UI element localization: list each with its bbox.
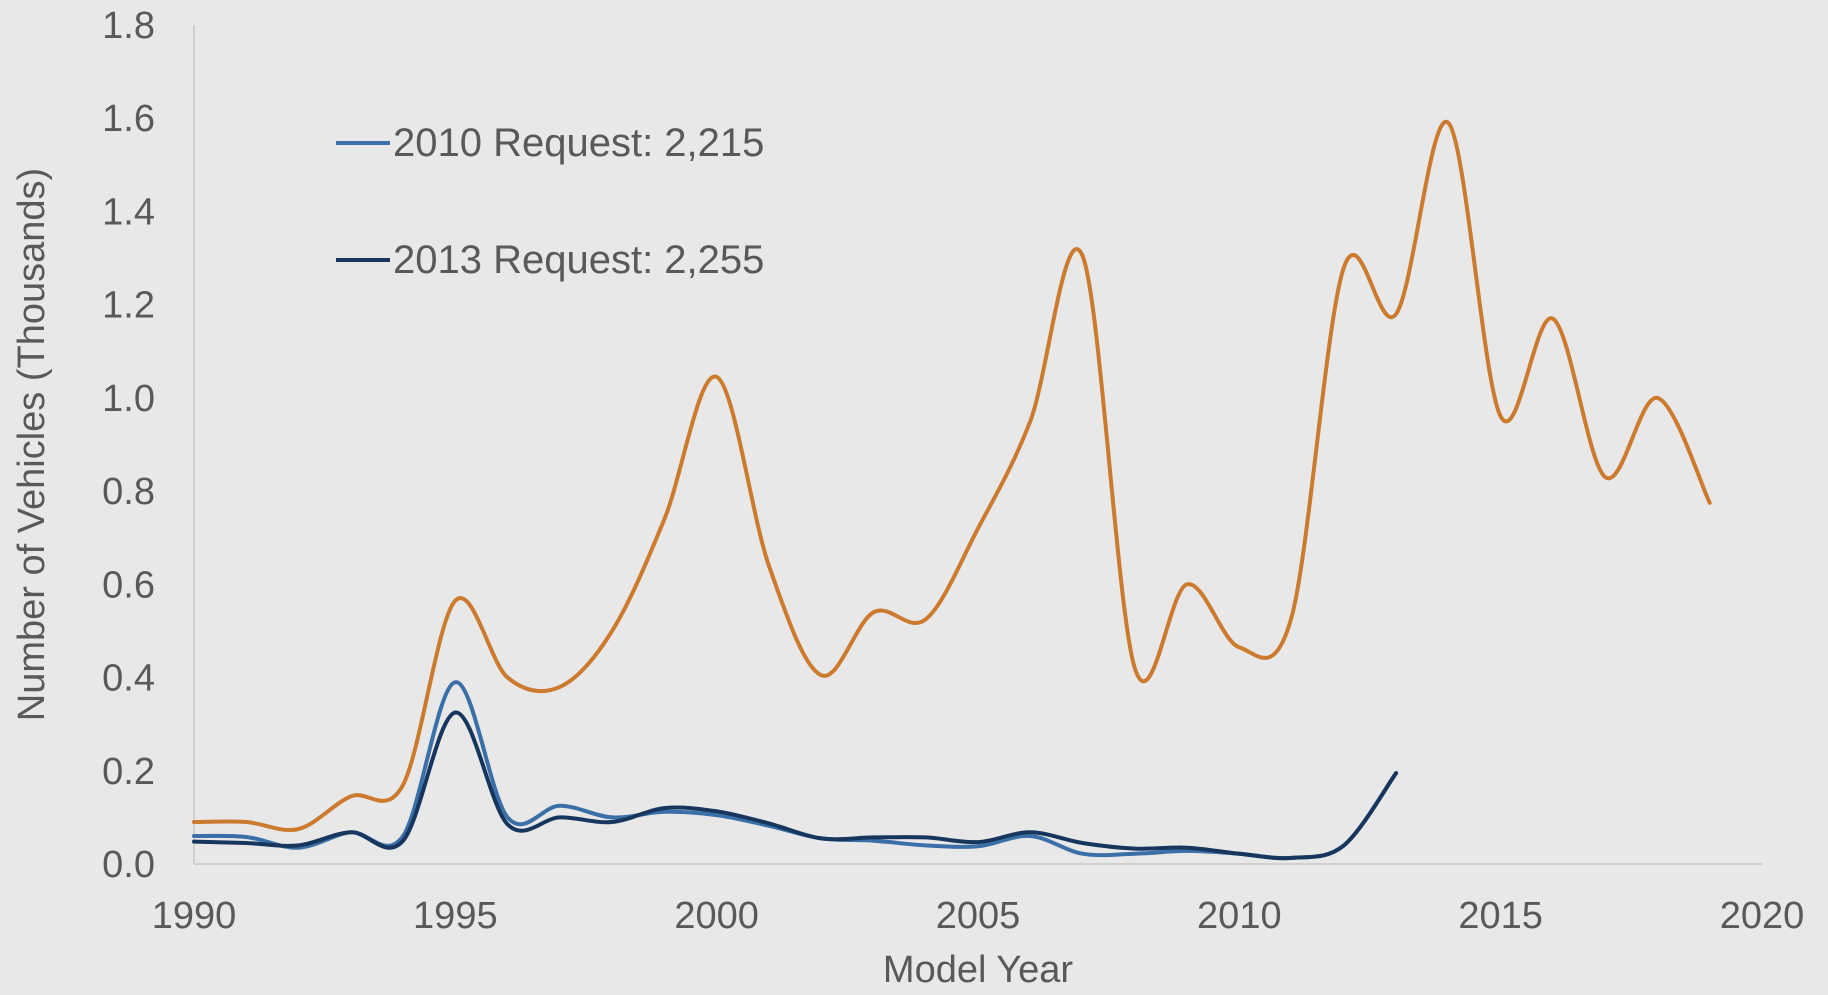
x-tick-label: 2010 xyxy=(1197,895,1282,937)
axes: 0.0 0.2 0.4 0.6 0.8 1.0 1.2 1.4 1.6 1.8 1990 1995 20… xyxy=(102,5,1804,937)
y-tick-label: 1.0 xyxy=(102,378,155,420)
y-tick-label: 0.6 xyxy=(102,564,155,606)
legend: 2010 Request: 2,215 2013 Request: 2,255 xyxy=(336,121,764,282)
legend-label: 2010 Request: 2,215 xyxy=(393,121,764,165)
y-tick-label: 1.8 xyxy=(102,5,155,47)
x-tick-label: 2015 xyxy=(1458,895,1543,937)
x-axis-label: Model Year xyxy=(883,949,1073,990)
x-tick-label: 2000 xyxy=(674,895,759,937)
series-lines xyxy=(192,119,1712,861)
y-tick-label: 0.0 xyxy=(102,844,155,886)
y-axis-label: Number of Vehicles (Thousands) xyxy=(11,168,53,721)
y-tick-label: 1.6 xyxy=(102,98,155,140)
x-tick-label: 2005 xyxy=(936,895,1021,937)
y-tick-label: 1.4 xyxy=(102,191,155,233)
x-tick-label: 2020 xyxy=(1720,895,1805,937)
y-tick-label: 0.2 xyxy=(102,751,155,793)
y-tick-label: 0.4 xyxy=(102,658,155,700)
y-tick-label: 1.2 xyxy=(102,285,155,327)
legend-label: 2013 Request: 2,255 xyxy=(393,238,764,282)
series-line-2 xyxy=(192,119,1712,832)
x-tick-label: 1990 xyxy=(152,895,237,937)
series-line-0 xyxy=(192,680,1399,861)
x-tick-label: 1995 xyxy=(413,895,498,937)
series-line-1 xyxy=(192,710,1399,861)
y-tick-label: 0.8 xyxy=(102,471,155,513)
